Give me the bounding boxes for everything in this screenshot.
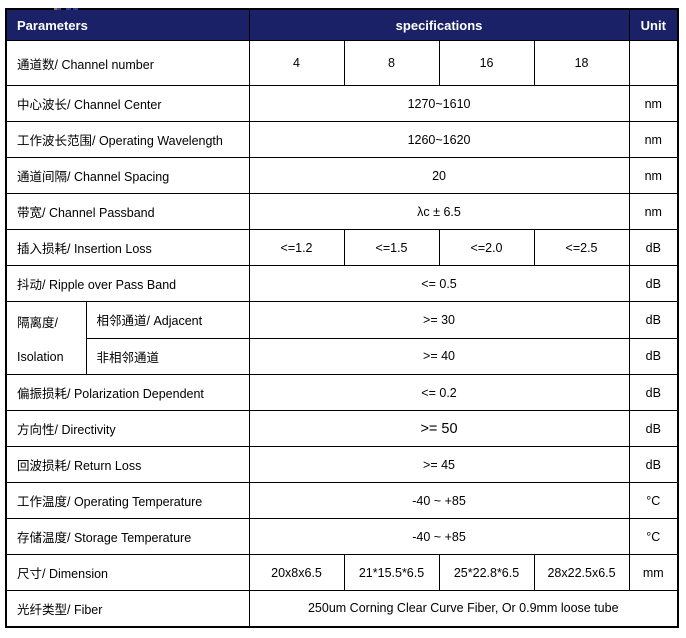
row-insertion-loss: 插入损耗/ Insertion Loss <=1.2 <=1.5 <=2.0 <…	[5, 229, 679, 266]
unit-value: nm	[628, 121, 679, 158]
isolation-label-line2: Isolation	[17, 350, 64, 365]
unit-value: dB	[628, 410, 679, 447]
param-label: 偏振损耗/ Polarization Dependent	[5, 374, 250, 411]
spec-value: 18	[533, 40, 630, 86]
row-ripple: 抖动/ Ripple over Pass Band <= 0.5 dB	[5, 265, 679, 302]
param-label: 插入损耗/ Insertion Loss	[5, 229, 250, 266]
row-dimension: 尺寸/ Dimension 20x8x6.5 21*15.5*6.5 25*22…	[5, 554, 679, 591]
unit-value: dB	[628, 337, 679, 375]
unit-value: dB	[628, 374, 679, 411]
table-header-row: Parameters specifications Unit	[5, 8, 679, 41]
spec-value: <=1.2	[248, 229, 345, 266]
spec-value: <= 0.2	[248, 374, 630, 411]
row-isolation-non-adjacent: 非相邻通道 >= 40 dB	[6, 337, 679, 375]
param-label: 通道间隔/ Channel Spacing	[5, 157, 250, 194]
unit-value: dB	[628, 229, 679, 266]
spec-value: 20x8x6.5	[248, 554, 345, 591]
row-fiber: 光纤类型/ Fiber 250um Corning Clear Curve Fi…	[5, 590, 679, 627]
unit-value: nm	[628, 157, 679, 194]
spec-value: λc ± 6.5	[248, 193, 630, 230]
unit-value: dB	[628, 265, 679, 302]
param-label: 工作温度/ Operating Temperature	[5, 482, 250, 519]
param-label: 工作波长范围/ Operating Wavelength	[5, 121, 250, 158]
spec-value: 4	[248, 40, 345, 86]
param-label: 带宽/ Channel Passband	[5, 193, 250, 230]
row-channel-spacing: 通道间隔/ Channel Spacing 20 nm	[5, 157, 679, 194]
header-specifications: specifications	[248, 8, 630, 41]
row-operating-wavelength: 工作波长范围/ Operating Wavelength 1260~1620 n…	[5, 121, 679, 158]
spec-value: >= 45	[248, 446, 630, 483]
unit-value: °C	[628, 482, 679, 519]
param-label: 尺寸/ Dimension	[5, 554, 250, 591]
spec-value: >= 50	[248, 410, 630, 447]
unit-value: mm	[628, 554, 679, 591]
spec-value: 250um Corning Clear Curve Fiber, Or 0.9m…	[248, 590, 679, 627]
param-label-isolation-group: 隔离度/ Isolation	[5, 301, 87, 375]
row-storage-temperature: 存储温度/ Storage Temperature -40 ~ +85 °C	[5, 518, 679, 555]
param-sublabel: 非相邻通道	[85, 337, 250, 375]
spec-value: <= 0.5	[248, 265, 630, 302]
param-label: 抖动/ Ripple over Pass Band	[5, 265, 250, 302]
param-label: 方向性/ Directivity	[5, 410, 250, 447]
row-isolation-adjacent: 隔离度/ Isolation 相邻通道/ Adjacent >= 30 dB	[5, 301, 679, 375]
spec-value: 8	[343, 40, 440, 86]
spec-value: <=2.5	[533, 229, 630, 266]
spec-value: >= 40	[248, 337, 630, 375]
param-label: 光纤类型/ Fiber	[5, 590, 250, 627]
row-channel-passband: 带宽/ Channel Passband λc ± 6.5 nm	[5, 193, 679, 230]
isolation-label-line1: 隔离度/	[17, 315, 58, 330]
header-unit: Unit	[628, 8, 679, 41]
unit-value: °C	[628, 518, 679, 555]
spec-value: -40 ~ +85	[248, 482, 630, 519]
row-channel-center: 中心波长/ Channel Center 1270~1610 nm	[5, 85, 679, 122]
unit-value: nm	[628, 85, 679, 122]
spec-value: 21*15.5*6.5	[343, 554, 440, 591]
param-label: 通道数/ Channel number	[5, 40, 250, 86]
cropped-text-artifact	[54, 8, 78, 10]
row-operating-temperature: 工作温度/ Operating Temperature -40 ~ +85 °C	[5, 482, 679, 519]
row-directivity: 方向性/ Directivity >= 50 dB	[5, 410, 679, 447]
spec-value: 1260~1620	[248, 121, 630, 158]
spec-value: <=2.0	[438, 229, 535, 266]
row-return-loss: 回波损耗/ Return Loss >= 45 dB	[5, 446, 679, 483]
row-channel-number: 通道数/ Channel number 4 8 16 18	[5, 40, 679, 86]
spec-value: 20	[248, 157, 630, 194]
spec-value: <=1.5	[343, 229, 440, 266]
param-sublabel: 相邻通道/ Adjacent	[85, 301, 250, 339]
spec-value: 25*22.8*6.5	[438, 554, 535, 591]
unit-value	[628, 40, 679, 86]
param-label: 回波损耗/ Return Loss	[5, 446, 250, 483]
spec-value: >= 30	[248, 301, 630, 339]
unit-value: dB	[628, 446, 679, 483]
param-label: 存储温度/ Storage Temperature	[5, 518, 250, 555]
header-parameters: Parameters	[5, 8, 250, 41]
isolation-group-label: 隔离度/ Isolation	[7, 303, 85, 374]
specifications-table: Parameters specifications Unit 通道数/ Chan…	[5, 8, 680, 628]
spec-value: 28x22.5x6.5	[533, 554, 630, 591]
unit-value: nm	[628, 193, 679, 230]
spec-value: 16	[438, 40, 535, 86]
unit-value: dB	[628, 301, 679, 339]
row-polarization: 偏振损耗/ Polarization Dependent <= 0.2 dB	[5, 374, 679, 411]
spec-value: -40 ~ +85	[248, 518, 630, 555]
spec-value: 1270~1610	[248, 85, 630, 122]
param-label: 中心波长/ Channel Center	[5, 85, 250, 122]
